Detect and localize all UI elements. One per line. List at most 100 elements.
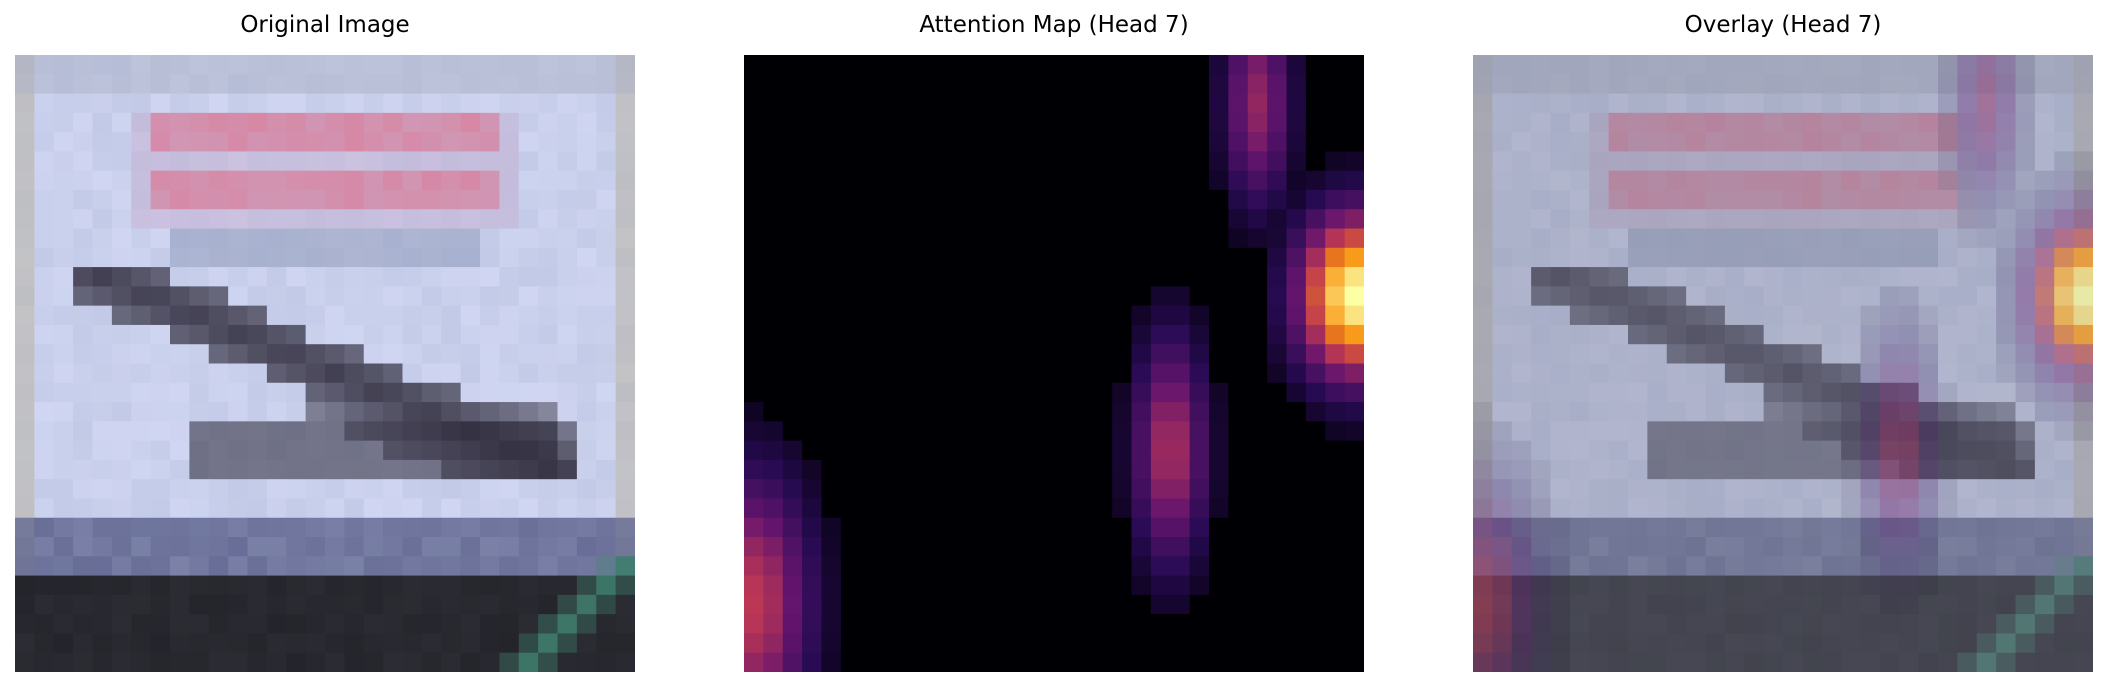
pixel-cell (1899, 537, 1920, 557)
pixel-cell (2054, 170, 2075, 191)
pixel-cell (2034, 440, 2055, 461)
pixel-cell (1150, 132, 1171, 153)
pixel-cell (286, 286, 307, 307)
pixel-cell (518, 498, 539, 519)
pixel-cell (1783, 151, 1803, 172)
pixel-cell (1860, 344, 1881, 365)
pixel-cell (1131, 633, 1152, 654)
pixel-cell (918, 132, 939, 153)
pixel-cell (2015, 344, 2036, 365)
pixel-cell (1131, 402, 1152, 422)
pixel-cell (957, 594, 978, 615)
pixel-cell (2073, 344, 2093, 365)
pixel-cell (1305, 305, 1326, 326)
pixel-cell (1344, 440, 1364, 461)
pixel-cell (518, 324, 539, 345)
pixel-cell (383, 556, 404, 577)
pixel-cell (402, 479, 423, 500)
pixel-cell (763, 151, 784, 172)
pixel-cell (1938, 247, 1958, 268)
pixel-cell (1608, 55, 1629, 75)
pixel-cell (2073, 556, 2093, 577)
pixel-cell (899, 93, 919, 114)
pixel-cell (325, 170, 345, 191)
pixel-cell (976, 517, 997, 538)
pixel-cell (995, 93, 1016, 114)
pixel-cell (1724, 305, 1745, 326)
pixel-cell (1344, 93, 1364, 114)
pixel-cell (1267, 652, 1288, 672)
pixel-cell (1511, 305, 1532, 326)
pixel-cell (1209, 402, 1229, 422)
pixel-cell (802, 575, 823, 596)
pixel-cell (1918, 209, 1939, 230)
pixel-cell (111, 209, 132, 230)
pixel-cell (576, 517, 597, 538)
pixel-cell (1802, 151, 1823, 172)
pixel-cell (1686, 170, 1707, 191)
pixel-cell (1918, 74, 1939, 95)
pixel-cell (1267, 247, 1288, 268)
pixel-cell (957, 324, 978, 345)
pixel-cell (1666, 267, 1687, 287)
pixel-cell (1802, 247, 1823, 268)
pixel-cell (2054, 344, 2075, 365)
pixel-cell (1531, 286, 1552, 307)
pixel-cell (499, 93, 520, 114)
pixel-cell (1015, 594, 1036, 615)
pixel-cell (1131, 267, 1152, 287)
pixel-cell (208, 479, 229, 500)
pixel-cell (228, 305, 249, 326)
pixel-cell (1802, 537, 1823, 557)
pixel-cell (860, 324, 881, 345)
pixel-cell (1918, 652, 1939, 672)
pixel-cell (1569, 652, 1590, 672)
pixel-cell (1092, 652, 1113, 672)
pixel-cell (402, 575, 423, 596)
pixel-cell (1247, 151, 1268, 172)
pixel-cell (1325, 382, 1346, 403)
pixel-cell (1170, 286, 1191, 307)
pixel-cell (1112, 132, 1133, 153)
pixel-cell (1092, 633, 1113, 654)
pixel-cell (1976, 170, 1997, 191)
pixel-cell (1763, 189, 1784, 210)
pixel-cell (1015, 440, 1036, 461)
pixel-cell (615, 112, 635, 133)
pixel-cell (995, 594, 1016, 615)
pixel-cell (1686, 363, 1707, 384)
pixel-cell (1112, 286, 1133, 307)
pixel-cell (899, 209, 919, 230)
pixel-cell (1305, 267, 1326, 287)
pixel-cell (460, 247, 481, 268)
pixel-cell (976, 344, 997, 365)
pixel-cell (266, 344, 287, 365)
pixel-cell (1976, 556, 1997, 577)
pixel-cell (937, 652, 958, 672)
pixel-cell (228, 363, 249, 384)
pixel-cell (782, 594, 803, 615)
pixel-cell (1015, 344, 1036, 365)
pixel-cell (899, 228, 919, 249)
pixel-cell (1189, 594, 1210, 615)
pixel-cell (2073, 537, 2093, 557)
pixel-cell (1286, 112, 1307, 133)
pixel-cell (1841, 537, 1862, 557)
pixel-cell (615, 267, 635, 287)
pixel-cell (1473, 402, 1493, 422)
pixel-cell (1608, 132, 1629, 153)
pixel-cell (1131, 614, 1152, 635)
pixel-cell (1976, 479, 1997, 500)
pixel-cell (538, 594, 559, 615)
pixel-cell (782, 498, 803, 519)
pixel-cell (1305, 517, 1326, 538)
pixel-cell (92, 55, 113, 75)
pixel-cell (73, 479, 94, 500)
pixel-cell (15, 517, 35, 538)
pixel-cell (1344, 74, 1364, 95)
pixel-cell (744, 344, 764, 365)
pixel-cell (1628, 652, 1648, 672)
pixel-cell (1209, 93, 1229, 114)
pixel-cell (266, 402, 287, 422)
pixel-cell (499, 479, 520, 500)
